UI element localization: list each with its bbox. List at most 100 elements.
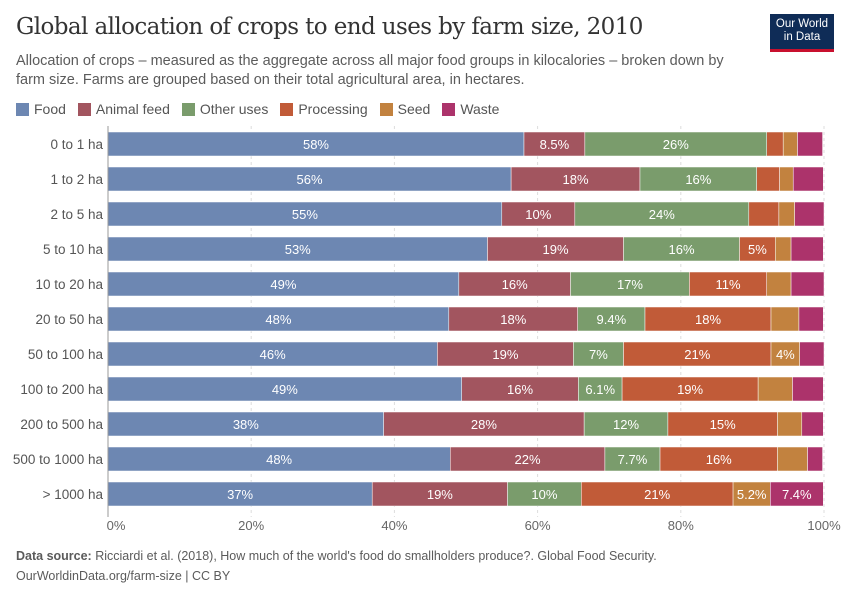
bar-segment[interactable] <box>770 481 824 507</box>
data-label: 5.2% <box>737 487 767 502</box>
data-label: 16% <box>706 452 732 467</box>
bar-segment[interactable] <box>107 481 373 507</box>
bar-segment[interactable] <box>739 236 776 262</box>
bar-segment[interactable] <box>792 376 824 402</box>
x-tick-label: 80% <box>668 518 694 533</box>
legend-item[interactable]: Waste <box>442 101 499 117</box>
bar-segment[interactable] <box>797 131 823 157</box>
bar-segment[interactable] <box>770 306 800 332</box>
bar-segment[interactable] <box>448 306 578 332</box>
bar-segment[interactable] <box>790 236 824 262</box>
bar-segment[interactable] <box>790 271 825 297</box>
bar-segment[interactable] <box>748 201 780 227</box>
data-label: 6.1% <box>585 382 615 397</box>
bar-segment[interactable] <box>107 411 384 437</box>
bar-segment[interactable] <box>371 481 508 507</box>
bar-segment[interactable] <box>807 446 823 472</box>
legend-label: Waste <box>460 101 500 117</box>
data-label: 48% <box>266 452 292 467</box>
bar-segment[interactable] <box>757 376 793 402</box>
data-label: 7% <box>589 347 608 362</box>
legend-item[interactable]: Processing <box>280 101 368 117</box>
data-label: 28% <box>471 417 497 432</box>
bar-segment[interactable] <box>461 376 579 402</box>
bar-segment[interactable] <box>779 166 794 192</box>
bar-segment[interactable] <box>766 131 784 157</box>
legend-item[interactable]: Animal feed <box>77 101 170 117</box>
data-label: 46% <box>260 347 286 362</box>
legend-label: Processing <box>298 101 368 117</box>
bar-segment[interactable] <box>458 271 571 297</box>
bar-segment[interactable] <box>501 201 576 227</box>
bar-segment[interactable] <box>510 166 641 192</box>
bar-segment[interactable] <box>584 131 767 157</box>
bar-segment[interactable] <box>777 411 803 437</box>
bar-segment[interactable] <box>581 481 734 507</box>
data-label: 55% <box>292 207 318 222</box>
bar-segment[interactable] <box>782 131 798 157</box>
bar-segment[interactable] <box>487 236 624 262</box>
bar-segment[interactable] <box>573 341 624 367</box>
bar-segment[interactable] <box>623 341 772 367</box>
bar-segment[interactable] <box>383 411 585 437</box>
legend-item[interactable]: Seed <box>379 101 431 117</box>
bar-segment[interactable] <box>799 341 825 367</box>
data-label: 19% <box>492 347 518 362</box>
bar-segment[interactable] <box>792 166 824 192</box>
source-text: Ricciardi et al. (2018), How much of the… <box>95 549 657 563</box>
legend-item[interactable]: Other uses <box>181 101 269 117</box>
y-category-label: 20 to 50 ha <box>35 312 103 327</box>
bar-segment[interactable] <box>507 481 582 507</box>
bar-segment[interactable] <box>107 131 525 157</box>
bar-segment[interactable] <box>107 166 512 192</box>
y-category-label: 500 to 1000 ha <box>13 452 104 467</box>
y-category-label: 50 to 100 ha <box>28 347 104 362</box>
bar-segment[interactable] <box>623 236 740 262</box>
legend-label: Seed <box>397 101 431 117</box>
bar-segment[interactable] <box>583 411 669 437</box>
legend-swatch <box>379 102 393 116</box>
bar-segment[interactable] <box>449 446 606 472</box>
bar-segment[interactable] <box>659 446 778 472</box>
data-label: 9.4% <box>597 312 627 327</box>
bar-segment[interactable] <box>644 306 772 332</box>
x-tick-label: 0% <box>107 518 126 533</box>
x-tick-label: 100% <box>807 518 841 533</box>
data-label: 49% <box>270 277 296 292</box>
bar-segment[interactable] <box>777 446 808 472</box>
y-category-label: 10 to 20 ha <box>35 277 103 292</box>
data-label: 12% <box>613 417 639 432</box>
data-label: 58% <box>303 137 329 152</box>
legend-item[interactable]: Food <box>16 101 66 117</box>
bar-segment[interactable] <box>574 201 750 227</box>
bar-segment[interactable] <box>770 341 800 367</box>
bar-segment[interactable] <box>794 201 825 227</box>
bar-segment[interactable] <box>107 201 503 227</box>
bar-segment[interactable] <box>778 201 795 227</box>
legend-swatch <box>16 102 29 116</box>
bar-segment[interactable] <box>523 131 586 157</box>
bar-segment[interactable] <box>775 236 792 262</box>
bar-segment[interactable] <box>107 236 488 262</box>
data-label: 48% <box>265 312 291 327</box>
bar-segment[interactable] <box>667 411 778 437</box>
bar-segment[interactable] <box>689 271 767 297</box>
data-label: 26% <box>663 137 689 152</box>
data-label: 16% <box>502 277 528 292</box>
bar-segment[interactable] <box>577 306 646 332</box>
data-label: 19% <box>542 242 568 257</box>
owid-logo[interactable]: Our World in Data <box>770 14 834 52</box>
bar-segment[interactable] <box>621 376 759 402</box>
source-url[interactable]: OurWorldinData.org/farm-size | CC BY <box>16 569 231 583</box>
bar-segment[interactable] <box>801 411 824 437</box>
bar-segment[interactable] <box>570 271 690 297</box>
bar-segment[interactable] <box>107 376 462 402</box>
bar-segment[interactable] <box>756 166 780 192</box>
legend-label: Food <box>34 101 66 117</box>
data-label: 38% <box>233 417 259 432</box>
bar-segment[interactable] <box>604 446 661 472</box>
bar-segment[interactable] <box>798 306 824 332</box>
bar-segment[interactable] <box>766 271 792 297</box>
legend-label: Other uses <box>199 101 269 117</box>
